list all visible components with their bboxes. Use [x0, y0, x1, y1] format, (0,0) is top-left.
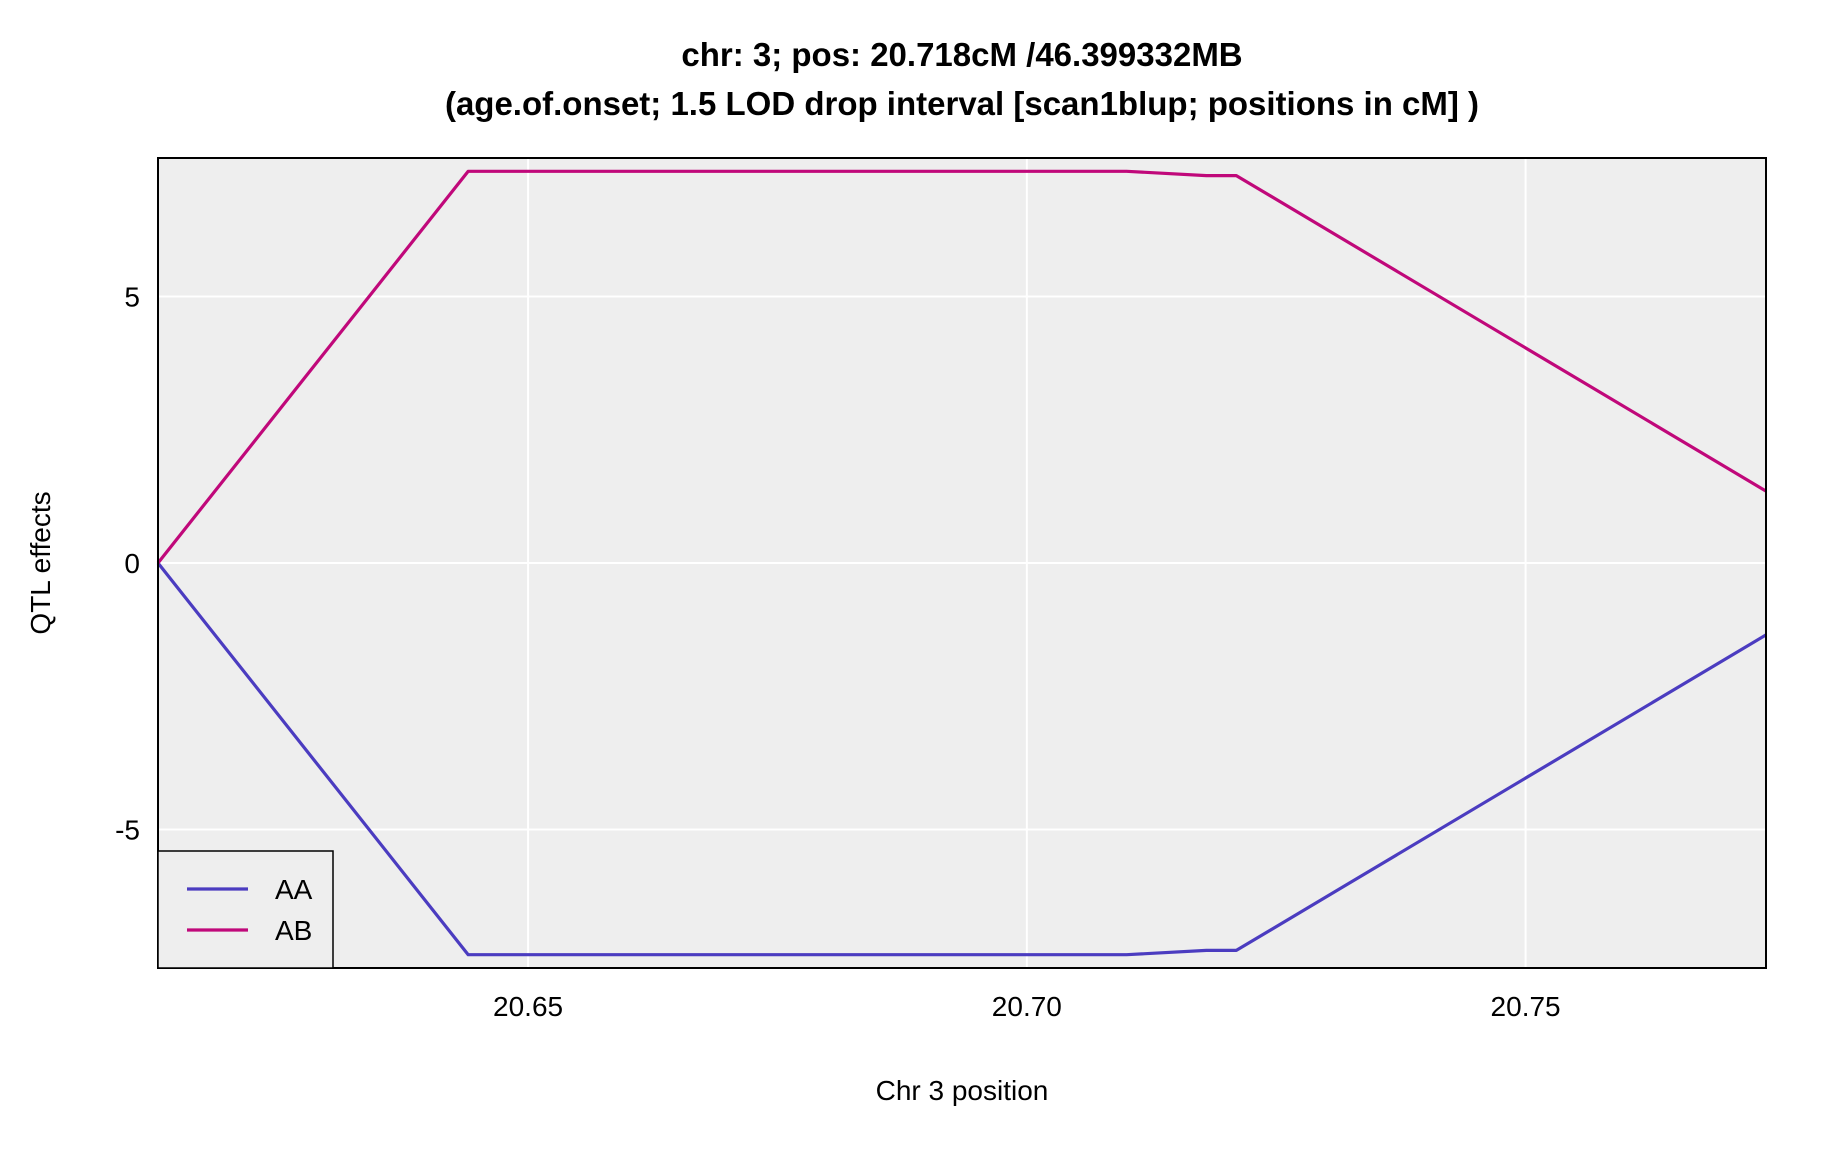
plot-frame: [157, 157, 1767, 969]
x-tick-label: 20.70: [992, 991, 1062, 1022]
series-line-aa: [156, 562, 1767, 957]
x-axis-ticks: 20.65 20.70 20.75: [493, 991, 1561, 1022]
legend-box: [157, 850, 334, 969]
y-axis-label: QTL effects: [25, 491, 56, 634]
chart-title: chr: 3; pos: 20.718cM /46.399332MB: [681, 36, 1242, 73]
legend: AA AB: [157, 850, 334, 969]
legend-label-aa: AA: [275, 874, 313, 905]
series-line-ab: [156, 169, 1767, 564]
chart-subtitle: (age.of.onset; 1.5 LOD drop interval [sc…: [445, 85, 1479, 122]
series-lines: [156, 169, 1767, 957]
y-axis-ticks: -5 0 5: [115, 282, 140, 846]
x-tick-label: 20.65: [493, 991, 563, 1022]
y-tick-label: -5: [115, 814, 140, 845]
x-tick-label: 20.75: [1491, 991, 1561, 1022]
grid-lines: [158, 158, 1766, 968]
legend-label-ab: AB: [275, 915, 312, 946]
y-tick-label: 5: [124, 282, 140, 313]
y-tick-label: 0: [124, 548, 140, 579]
x-axis-label: Chr 3 position: [876, 1075, 1049, 1106]
